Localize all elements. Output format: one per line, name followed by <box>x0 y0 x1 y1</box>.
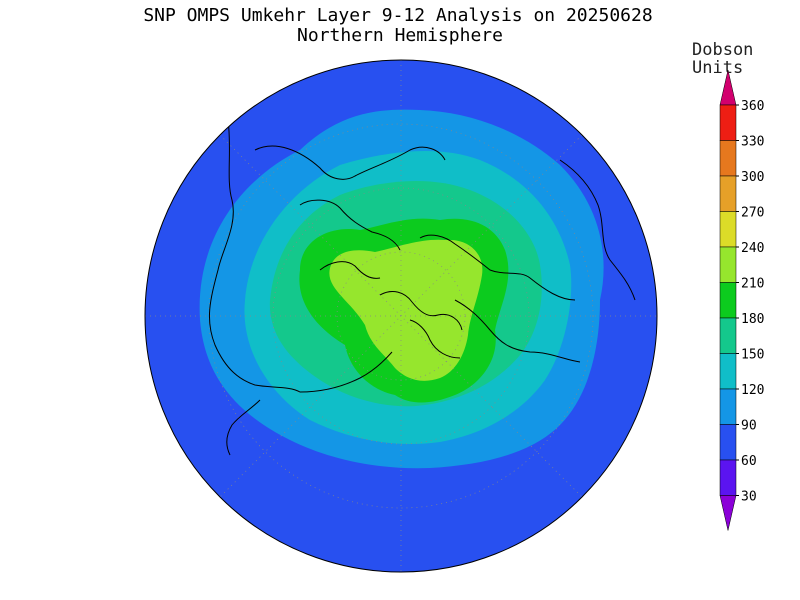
colorbar-swatch <box>719 104 737 141</box>
colorbar-swatch <box>719 424 737 461</box>
colorbar-tick-label: 360 <box>741 99 764 114</box>
colorbar-swatch <box>719 211 737 248</box>
colorbar-arrow-bottom <box>719 495 737 531</box>
colorbar-swatch <box>719 175 737 212</box>
colorbar-tick-label: 90 <box>741 419 757 434</box>
colorbar-tick-label: 240 <box>741 241 764 256</box>
chart-title: SNP OMPS Umkehr Layer 9-12 Analysis on 2… <box>143 5 653 26</box>
colorbar-tick-label: 300 <box>741 170 764 185</box>
colorbar-tick-label: 210 <box>741 277 764 292</box>
map-border <box>144 59 658 573</box>
level-210-240 <box>329 239 483 381</box>
colorbar-arrow-top <box>719 69 737 106</box>
colorbar-units-line1: Dobson <box>692 40 754 60</box>
colorbar-swatch <box>719 282 737 319</box>
colorbar-tick-label: 120 <box>741 383 764 398</box>
graticule <box>145 60 657 572</box>
colorbar-tick-label: 30 <box>741 490 757 505</box>
colorbar-swatch <box>719 459 737 496</box>
colorbar-swatch <box>719 246 737 283</box>
colorbar-swatch <box>719 317 737 354</box>
colorbar-units-line2: Units <box>692 58 744 78</box>
colorbar-tick-label: 180 <box>741 312 764 327</box>
coastlines <box>209 119 636 456</box>
colorbar-tick-label: 150 <box>741 348 764 363</box>
colorbar-swatch <box>719 140 737 177</box>
chart-subtitle: Northern Hemisphere <box>297 25 503 46</box>
colorbar-tick-label: 270 <box>741 206 764 221</box>
colorbar-swatch <box>719 353 737 390</box>
colorbar-tick-label: 60 <box>741 454 757 469</box>
colorbar-swatch <box>719 388 737 425</box>
colorbar-tick-label: 330 <box>741 135 764 150</box>
